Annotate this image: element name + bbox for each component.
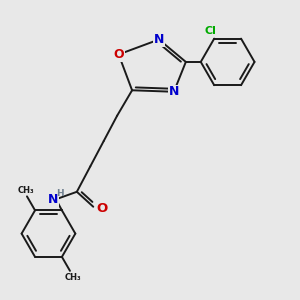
Text: H: H xyxy=(56,189,64,198)
Text: N: N xyxy=(169,85,179,98)
Text: N: N xyxy=(154,33,164,46)
Text: CH₃: CH₃ xyxy=(17,186,34,195)
Text: N: N xyxy=(48,193,58,206)
Text: Cl: Cl xyxy=(204,26,216,36)
Text: CH₃: CH₃ xyxy=(64,273,81,282)
Text: O: O xyxy=(97,202,108,215)
Text: O: O xyxy=(113,48,124,61)
